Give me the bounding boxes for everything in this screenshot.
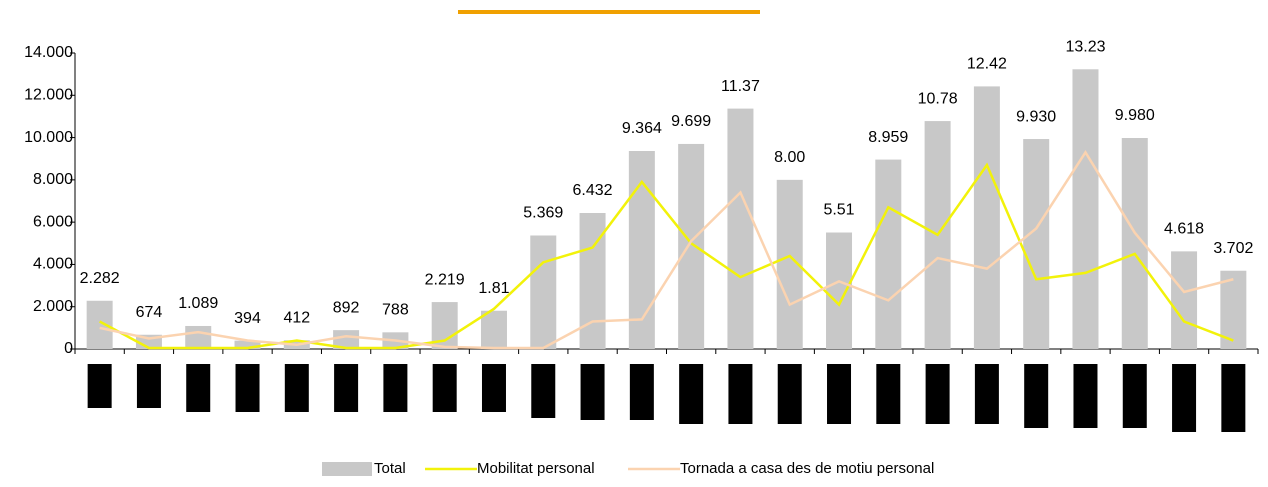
data-label: 788 — [382, 302, 409, 319]
redacted-label — [1073, 364, 1098, 428]
y-tick-label: 4.000 — [33, 256, 73, 273]
data-label: 1.089 — [178, 295, 218, 312]
data-label: 2.282 — [80, 270, 120, 287]
bar — [973, 86, 1000, 350]
data-label: 3.702 — [1213, 240, 1253, 257]
bar — [1072, 69, 1099, 349]
redacted-label — [531, 364, 556, 418]
redacted-label — [383, 364, 408, 412]
bar — [727, 108, 754, 349]
bar — [530, 235, 557, 349]
legend-swatch — [322, 462, 372, 476]
bar — [480, 310, 507, 349]
data-label: 5.369 — [523, 205, 563, 222]
redacted-label — [1024, 364, 1049, 428]
redacted-label — [87, 364, 112, 408]
data-label: 1.81 — [478, 280, 509, 297]
redacted-label — [481, 364, 506, 412]
bar — [185, 325, 212, 349]
y-tick-label: 6.000 — [33, 213, 73, 230]
bar — [875, 159, 902, 349]
redacted-label — [876, 364, 901, 424]
y-tick-label: 2.000 — [33, 298, 73, 315]
redacted-label — [580, 364, 605, 420]
data-label: 8.959 — [868, 129, 908, 146]
redacted-label — [728, 364, 753, 424]
data-label: 6.432 — [573, 182, 613, 199]
data-label: 4.618 — [1164, 221, 1204, 238]
bar — [234, 340, 261, 349]
redacted-label — [136, 364, 161, 408]
legend-label: Mobilitat personal — [477, 460, 595, 477]
bar — [333, 330, 360, 349]
data-label: 8.00 — [774, 149, 805, 166]
redacted-label — [1172, 364, 1197, 432]
redacted-label — [432, 364, 457, 412]
y-tick-label: 0 — [64, 340, 73, 357]
redacted-label — [1122, 364, 1147, 428]
line — [99, 150, 1234, 350]
legend-label: Tornada a casa des de motiu personal — [680, 460, 934, 477]
bar — [86, 300, 113, 349]
redacted-label — [827, 364, 852, 424]
bar — [1023, 139, 1050, 349]
redacted-label — [284, 364, 309, 412]
bar — [678, 143, 705, 349]
redacted-label — [1221, 364, 1246, 432]
line — [99, 162, 1234, 350]
data-label: 9.699 — [671, 113, 711, 130]
data-label: 9.930 — [1016, 108, 1056, 125]
y-tick-label: 14.000 — [24, 44, 73, 61]
data-label: 2.219 — [425, 271, 465, 288]
data-label: 12.42 — [967, 56, 1007, 73]
y-tick-label: 8.000 — [33, 171, 73, 188]
redacted-label — [777, 364, 802, 424]
data-label: 892 — [333, 299, 360, 316]
data-label: 412 — [283, 310, 310, 327]
data-label: 9.980 — [1115, 107, 1155, 124]
data-label: 5.51 — [823, 202, 854, 219]
redacted-label — [629, 364, 654, 420]
data-label: 11.37 — [721, 78, 760, 95]
redacted-label — [334, 364, 359, 412]
redacted-label — [679, 364, 704, 424]
data-label: 13.23 — [1065, 38, 1105, 55]
redacted-label — [186, 364, 211, 412]
data-label: 674 — [136, 304, 163, 321]
legend-label: Total — [374, 460, 406, 477]
bar — [1171, 251, 1198, 349]
bar — [826, 232, 853, 349]
y-tick-label: 10.000 — [24, 129, 73, 146]
data-label: 10.78 — [918, 90, 958, 107]
y-tick-label: 12.000 — [24, 87, 73, 104]
data-label: 9.364 — [622, 120, 662, 137]
data-label: 394 — [234, 310, 261, 327]
redacted-label — [925, 364, 950, 424]
redacted-label — [235, 364, 260, 412]
redacted-label — [974, 364, 999, 424]
